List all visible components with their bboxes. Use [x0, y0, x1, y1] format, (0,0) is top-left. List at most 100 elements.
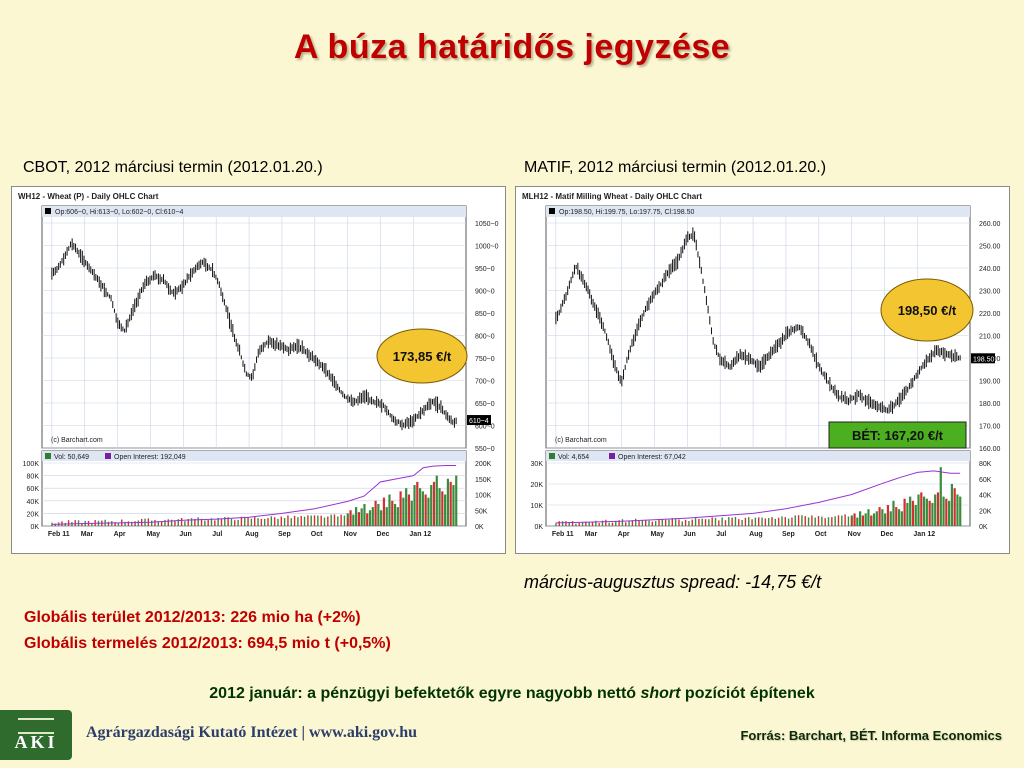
volume-bar: [555, 523, 557, 526]
volume-bar: [170, 519, 173, 526]
price-tick-label: 170.00: [979, 424, 1001, 431]
month-label: Nov: [848, 531, 861, 538]
volume-bar: [794, 515, 796, 526]
volume-bar: [754, 517, 757, 526]
price-tick-label: 180.00: [979, 401, 1001, 408]
volume-bar: [945, 498, 948, 526]
volume-bar: [708, 519, 710, 526]
note-text-after: pozíciót építenek: [680, 685, 815, 702]
volume-bar: [247, 517, 249, 526]
volume-bar: [280, 516, 282, 526]
volume-bar: [561, 521, 564, 526]
volume-bar: [638, 520, 640, 526]
oi-tick-label: 60K: [979, 477, 992, 484]
volume-bar: [608, 522, 610, 526]
volume-bar: [413, 485, 416, 526]
volume-bar: [744, 517, 747, 526]
volume-bar: [598, 523, 600, 526]
volume-bar: [922, 496, 926, 526]
month-label: Dec: [881, 531, 894, 538]
volume-bar: [721, 517, 723, 526]
volume-bar: [811, 515, 813, 526]
oi-tick-label: 0K: [979, 524, 988, 531]
volume-legend-bar: [546, 451, 970, 461]
month-label: Feb 11: [552, 531, 574, 538]
oi-legend-swatch: [105, 453, 111, 459]
volume-bar: [864, 513, 867, 526]
volume-bar: [227, 517, 229, 526]
volume-bar: [402, 497, 405, 526]
volume-bar: [611, 522, 614, 526]
volume-bar: [925, 498, 928, 526]
volume-bar: [407, 494, 411, 526]
month-label: Sep: [782, 531, 795, 538]
volume-bar: [388, 494, 391, 526]
volume-bar: [293, 515, 296, 526]
volume-bar: [174, 520, 176, 526]
note-text-before: 2012 január: a pénzügyi befektetők egyre…: [209, 685, 641, 702]
volume-bar: [455, 475, 458, 526]
volume-bar: [237, 519, 239, 526]
volume-bar: [355, 507, 358, 526]
volume-bar: [936, 492, 940, 526]
volume-bar: [909, 496, 912, 526]
volume-bar: [254, 517, 256, 526]
volume-bar: [635, 518, 637, 526]
price-tick-label: 700~0: [475, 379, 495, 386]
volume-bar: [824, 518, 826, 526]
price-badge: [376, 328, 468, 384]
price-legend-text: Op:198.50, Hi:199.75, Lo:197.75, Cl:198.…: [559, 209, 695, 216]
volume-bar: [618, 520, 620, 526]
volume-bar: [187, 519, 189, 526]
volume-bar: [360, 508, 363, 526]
volume-bar: [605, 519, 607, 526]
cbot-chart: WH12 - Wheat (P) - Daily OHLC Chart Op:60…: [18, 192, 499, 538]
volume-bar: [827, 517, 830, 526]
volume-bar: [774, 518, 777, 526]
volume-bar: [601, 520, 604, 526]
price-tick-label: 950~0: [475, 266, 495, 273]
price-tick-label: 250.00: [979, 244, 1001, 251]
volume-bar: [588, 522, 590, 526]
volume-bar: [731, 517, 733, 526]
volume-bar: [114, 522, 116, 526]
month-label: Oct: [815, 531, 827, 538]
price-tick-label: 190.00: [979, 379, 1001, 386]
volume-bar: [374, 500, 377, 526]
volume-bar: [821, 516, 823, 526]
volume-bar: [150, 520, 153, 526]
volume-bar: [631, 520, 634, 526]
oi-legend-text: Open Interest: 67,042: [618, 454, 686, 461]
price-legend-bar: [546, 206, 970, 217]
volume-bar: [127, 521, 130, 526]
chart-title: MLH12 - Matif Milling Wheat - Daily OHLC…: [522, 192, 702, 201]
volume-bar: [424, 494, 427, 526]
volume-bar: [184, 521, 186, 526]
volume-bar: [410, 500, 413, 526]
price-tick-label: 1050~0: [475, 221, 499, 228]
month-label: Jan 12: [409, 531, 431, 538]
volume-bar: [867, 509, 870, 526]
source-credit: Forrás: Barchart, BÉT. Informa Economics: [740, 728, 1002, 743]
month-label: Jun: [179, 531, 191, 538]
volume-bar: [595, 520, 597, 526]
stat-area: Globális terület 2012/2013: 226 mio ha (…: [24, 609, 361, 626]
volume-bar: [575, 523, 577, 526]
volume-bar: [628, 521, 630, 526]
vol-tick-label: 10K: [531, 503, 544, 510]
oi-tick-label: 50K: [475, 508, 488, 515]
volume-bar: [767, 518, 770, 526]
last-price-box: [971, 353, 995, 364]
volume-bar: [844, 514, 846, 526]
volume-bar: [427, 497, 430, 526]
volume-bar: [734, 516, 737, 526]
volume-bar: [240, 516, 243, 526]
last-price-label: 610~4: [469, 418, 489, 425]
volume-bar: [728, 517, 730, 526]
volume-bar: [741, 520, 743, 526]
oi-legend-text: Open Interest: 192,049: [114, 454, 186, 461]
month-label: Jul: [212, 531, 222, 538]
volume-bar: [337, 516, 339, 526]
volume-bar: [797, 515, 800, 526]
volume-bar: [107, 521, 110, 526]
